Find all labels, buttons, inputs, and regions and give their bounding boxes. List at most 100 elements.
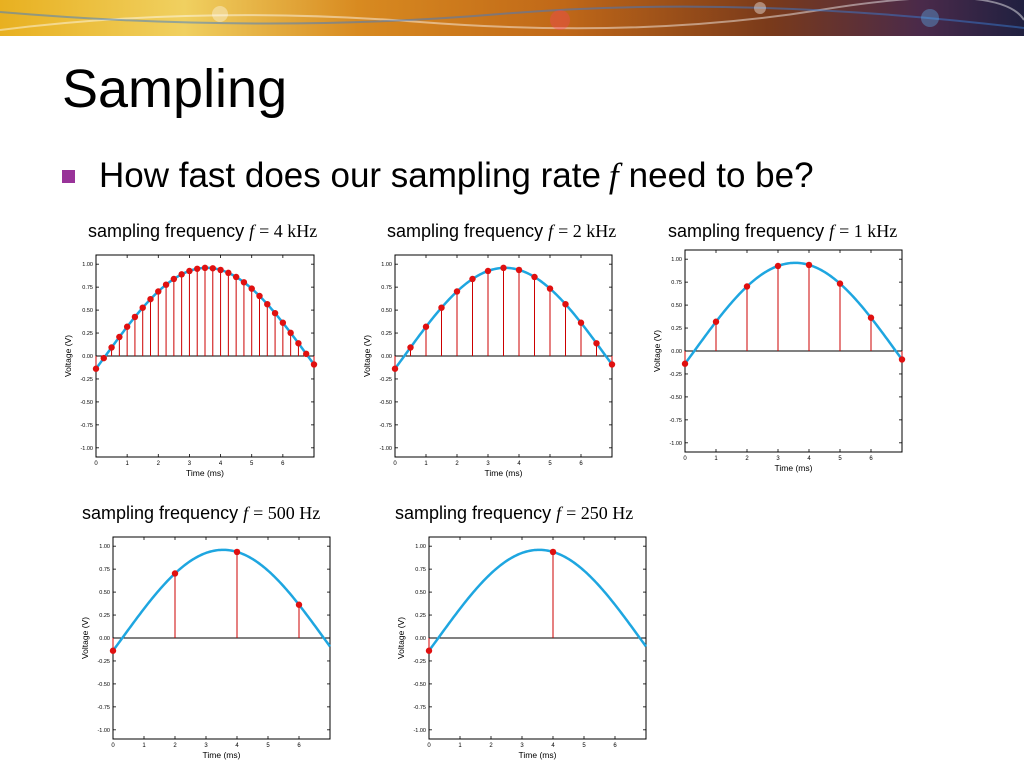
y-tick-label: 0.50 <box>82 308 93 314</box>
sample-point <box>743 283 751 290</box>
sample-point <box>264 300 271 308</box>
x-tick-label: 2 <box>455 461 459 467</box>
x-tick-label: 1 <box>458 743 462 749</box>
sample-point <box>233 548 241 556</box>
y-tick-label: 0.75 <box>381 285 392 291</box>
y-tick-label: 0.25 <box>415 613 426 619</box>
y-tick-label: 0.25 <box>99 613 110 619</box>
y-axis-label: Voltage (V) <box>396 617 406 659</box>
y-tick-label: -0.25 <box>669 372 682 378</box>
x-tick-label: 4 <box>551 743 555 749</box>
chart-title-500hz: sampling frequency f = 500 Hz <box>82 503 321 523</box>
x-tick-label: 3 <box>188 461 192 467</box>
x-tick-label: 6 <box>579 461 583 467</box>
y-tick-label: 1.00 <box>381 262 392 268</box>
y-tick-label: -0.50 <box>97 682 110 688</box>
sample-point <box>116 333 123 341</box>
x-tick-label: 6 <box>869 456 873 462</box>
y-tick-label: 0.00 <box>99 636 110 642</box>
x-tick-label: 0 <box>94 461 98 467</box>
chart-title-4khz: sampling frequency f = 4 kHz <box>88 221 318 241</box>
y-tick-label: -0.75 <box>379 423 392 429</box>
x-tick-label: 2 <box>745 456 749 462</box>
x-tick-label: 5 <box>250 461 254 467</box>
y-tick-label: 0.75 <box>82 285 93 291</box>
x-tick-label: 4 <box>219 461 223 467</box>
sample-point <box>774 262 782 270</box>
sample-point <box>310 361 318 368</box>
chart-2khz: 1.00 0.75 0.50 0.25 0.00 -0.25 -0.50 -0.75 -1.00… <box>362 254 616 478</box>
x-tick-label: 0 <box>393 461 397 467</box>
y-tick-label: -1.00 <box>669 441 682 447</box>
sample-point <box>608 361 616 368</box>
signal-curve <box>427 548 648 652</box>
y-axis-label: Voltage (V) <box>652 330 662 372</box>
x-tick-label: 3 <box>204 743 208 749</box>
signal-curve <box>683 261 904 365</box>
sample-point <box>217 266 224 274</box>
sample-point <box>279 319 287 326</box>
chart-250hz: 1.00 0.75 0.50 0.25 0.00 -0.25 -0.50 -0.75 -1.00… <box>396 536 648 760</box>
sample-point <box>805 261 813 269</box>
chart-4khz: 1.00 0.75 0.50 0.25 0.00 -0.25 -0.50 -0.75 -1.00… <box>63 254 318 478</box>
sample-point <box>248 285 255 292</box>
sample-point <box>171 570 179 577</box>
chart-title-250hz: sampling frequency f = 250 Hz <box>395 503 634 523</box>
y-tick-label: 0.75 <box>99 567 110 573</box>
sample-point <box>271 309 279 317</box>
sample-point <box>303 350 310 358</box>
y-tick-label: -0.25 <box>379 377 392 383</box>
x-tick-label: 4 <box>807 456 811 462</box>
sample-point <box>577 319 585 326</box>
x-axis-label: Time (ms) <box>203 750 241 760</box>
x-axis-label: Time (ms) <box>186 468 224 478</box>
sample-point <box>407 344 414 351</box>
y-tick-label: -1.00 <box>413 728 426 734</box>
sample-point <box>240 279 248 286</box>
sample-point <box>201 264 209 272</box>
y-tick-label: -0.25 <box>413 659 426 665</box>
sample-point <box>712 318 720 325</box>
sample-point <box>209 265 216 272</box>
x-tick-label: 0 <box>683 456 687 462</box>
sample-point <box>549 548 557 556</box>
bullet-point: How fast does our sampling rate f need t… <box>62 156 814 196</box>
x-tick-label: 5 <box>548 461 552 467</box>
sample-point <box>453 288 461 295</box>
x-tick-label: 2 <box>157 461 161 467</box>
sample-point <box>287 329 294 337</box>
x-tick-label: 5 <box>582 743 586 749</box>
sample-point <box>295 601 303 608</box>
y-tick-label: 0.25 <box>671 326 682 332</box>
sample-point <box>836 280 844 287</box>
sample-point <box>515 266 523 274</box>
y-tick-label: 0.50 <box>415 590 426 596</box>
x-tick-label: 2 <box>173 743 177 749</box>
x-tick-label: 3 <box>520 743 524 749</box>
sample-point <box>139 304 146 311</box>
sample-point <box>898 356 906 363</box>
sample-point <box>108 344 115 351</box>
x-tick-label: 1 <box>424 461 428 467</box>
y-axis-label: Voltage (V) <box>80 617 90 659</box>
sample-point <box>162 281 170 288</box>
sample-point <box>422 323 430 330</box>
y-tick-label: 0.25 <box>82 331 93 337</box>
sample-point <box>194 265 201 272</box>
y-tick-label: -0.75 <box>80 423 93 429</box>
chart-500hz: 1.00 0.75 0.50 0.25 0.00 -0.25 -0.50 -0.75 -1.00… <box>80 536 332 760</box>
sample-point <box>147 295 154 303</box>
x-tick-label: 1 <box>125 461 129 467</box>
y-tick-label: -1.00 <box>80 446 93 452</box>
x-tick-label: 2 <box>489 743 493 749</box>
x-tick-label: 6 <box>613 743 617 749</box>
sample-point <box>469 275 476 283</box>
x-tick-label: 4 <box>517 461 521 467</box>
x-tick-label: 3 <box>776 456 780 462</box>
y-tick-label: 0.50 <box>671 303 682 309</box>
sample-point <box>484 267 492 275</box>
sample-point <box>531 273 538 281</box>
y-tick-label: 0.00 <box>82 354 93 360</box>
y-tick-label: 0.00 <box>381 354 392 360</box>
bullet-text-post: need to be? <box>628 156 814 195</box>
